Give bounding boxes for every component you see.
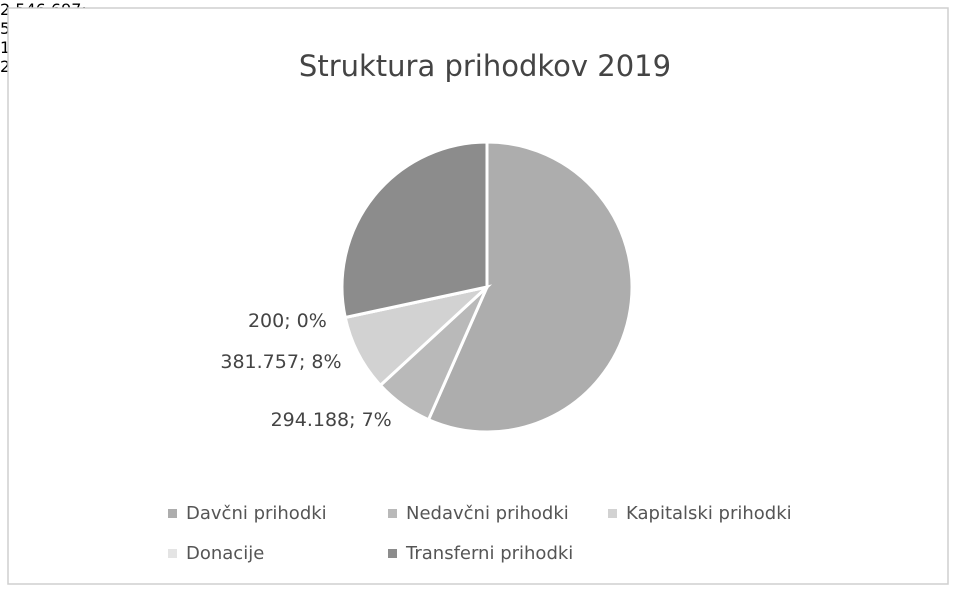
data-label: 294.188; 7% [271,409,392,431]
legend-item: Davčni prihodki [168,500,388,526]
data-label: 381.757; 8% [220,351,341,373]
legend-label: Kapitalski prihodki [626,502,792,524]
pie-slice [426,140,634,434]
pie-slice [340,140,489,320]
legend: Davčni prihodki Nedavčni prihodki Kapitals… [168,500,848,566]
legend-swatch [168,548,177,558]
legend-label: Transferni prihodki [406,542,574,564]
legend-label: Davčni prihodki [186,502,327,524]
legend-item: Nedavčni prihodki [388,500,608,526]
legend-swatch [608,508,617,518]
legend-swatch [168,508,177,518]
legend-swatch [388,508,397,518]
legend-swatch [388,548,397,558]
legend-item: Donacije [168,540,388,566]
legend-item: Kapitalski prihodki [608,500,828,526]
data-label: 200; 0% [248,310,327,332]
legend-label: Nedavčni prihodki [406,502,569,524]
chart-title: Struktura prihodkov 2019 [299,49,671,83]
legend-item: Transferni prihodki [388,540,608,566]
legend-label: Donacije [186,542,265,564]
